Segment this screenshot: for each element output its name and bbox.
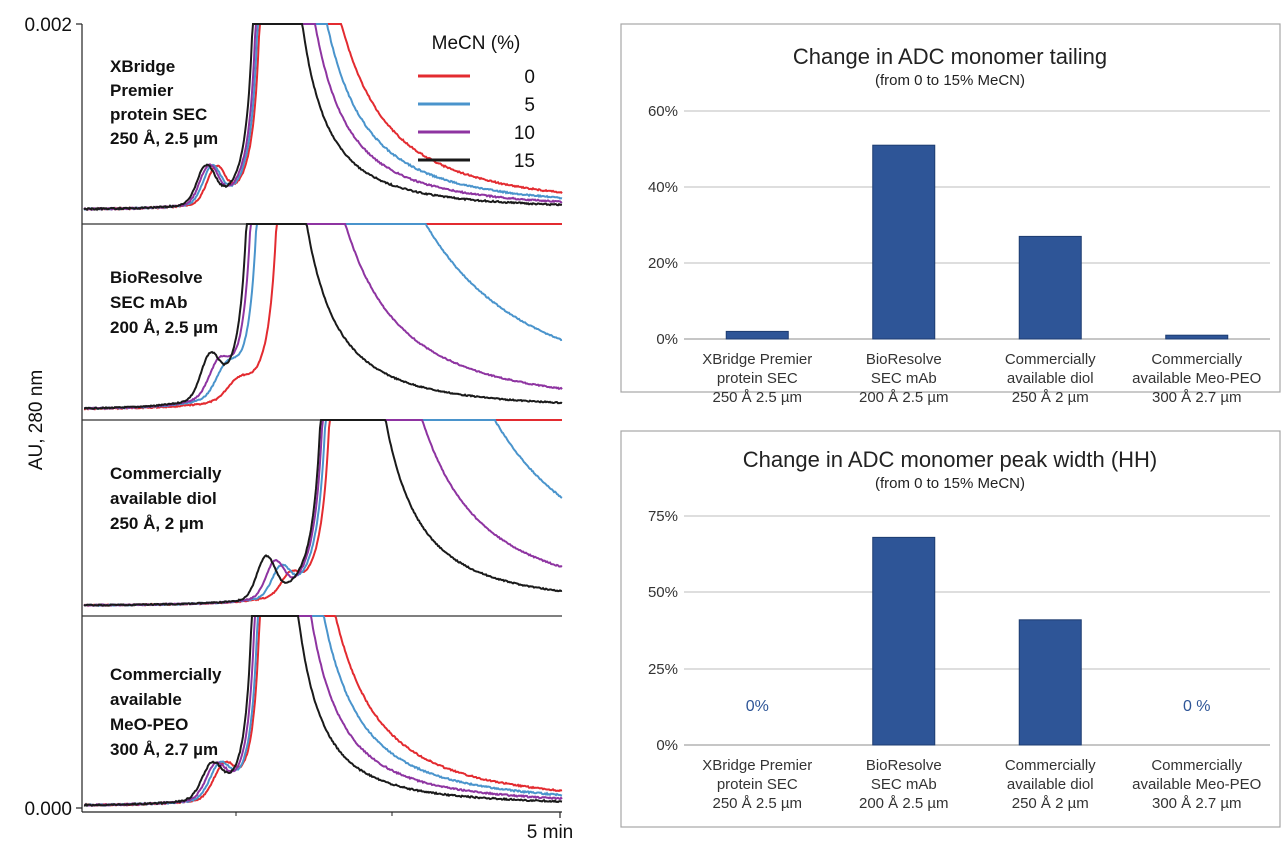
trace-mecn-5 [83,615,563,808]
bar [872,144,936,340]
chromatogram-figure: 0.002 0.000 5 min AU, 280 nm XBridge Pre… [24,15,573,843]
y-tick-label: 60% [648,103,678,120]
y-tick-label: 0% [656,331,678,348]
category-label: 250 Å 2.5 µm [712,795,802,812]
legend-label-10: 10 [514,123,535,144]
category-label: Commercially [1005,351,1096,368]
y-tick-label: 50% [648,584,678,601]
trace-mecn-10 [84,615,563,807]
category-label: SEC mAb [871,370,937,387]
panel-2-label-line: BioResolve [110,268,203,287]
trace-mecn-15 [84,223,563,410]
panel-4-label: Commercially available MeO-PEO 300 Å, 2.… [110,665,226,759]
panel-1-label: XBridge Premier protein SEC 250 Å, 2.5 µ… [110,57,218,148]
trace-mecn-15 [83,615,563,808]
legend-label-15: 15 [514,151,535,172]
y-tick-label: 40% [648,179,678,196]
panel-3-label-line: available diol [110,489,217,508]
x-end-label: 5 min [527,822,573,843]
panel-1-label-line: 250 Å, 2.5 µm [110,129,218,148]
panel-4-label-line: 300 Å, 2.7 µm [110,740,218,759]
category-label: available diol [1007,370,1094,387]
legend-label-5: 5 [524,95,535,116]
panel-4-label-line: MeO-PEO [110,715,188,734]
category-label: 300 Å 2.7 µm [1152,389,1242,406]
category-label: protein SEC [717,776,798,793]
category-label: XBridge Premier [702,351,812,368]
tailing-chart-plot: 0% 20% 40% 60% XBridge Premier protein SEC 250… [648,103,1270,406]
tailing-chart: Change in ADC monomer tailing (from 0 to… [620,23,1281,406]
panel-2-label: BioResolve SEC mAb 200 Å, 2.5 µm [110,268,218,337]
legend-title: MeCN (%) [432,33,521,54]
y-tick-label: 0% [656,737,678,754]
tailing-chart-title: Change in ADC monomer tailing [793,44,1107,69]
y-axis-label: AU, 280 nm [26,370,47,470]
bar [872,536,936,746]
trace-mecn-5 [84,223,563,410]
panel-3-label-line: 250 Å, 2 µm [110,514,204,533]
peak-width-chart-subtitle: (from 0 to 15% MeCN) [875,475,1025,492]
panel-1-label-line: XBridge [110,57,175,76]
y-bottom-tick-label: 0.000 [24,799,72,820]
trace-mecn-15 [83,23,563,212]
category-label: 300 Å 2.7 µm [1152,795,1242,812]
panel-2-label-line: SEC mAb [110,293,187,312]
y-tick-label: 75% [648,508,678,525]
tailing-chart-subtitle: (from 0 to 15% MeCN) [875,72,1025,89]
category-label: 200 Å 2.5 µm [859,795,949,812]
category-label: Commercially [1151,351,1242,368]
category-label: Commercially [1005,757,1096,774]
category-label: protein SEC [717,370,798,387]
category-label: available diol [1007,776,1094,793]
bar [725,330,789,340]
trace-mecn-15 [83,419,563,607]
y-tick-label: 20% [648,255,678,272]
y-tick-label: 25% [648,661,678,678]
peak-width-chart-title: Change in ADC monomer peak width (HH) [743,447,1158,472]
category-label: Commercially [1151,757,1242,774]
panel-2-label-line: 200 Å, 2.5 µm [110,318,218,337]
category-label: 250 Å 2.5 µm [712,389,802,406]
legend-label-0: 0 [524,67,535,88]
panel-1-label-line: Premier [110,81,174,100]
category-label: 250 Å 2 µm [1012,795,1089,812]
panel-3-label: Commercially available diol 250 Å, 2 µm [110,464,226,533]
trace-mecn-0 [84,223,562,411]
category-label: 250 Å 2 µm [1012,389,1089,406]
category-label: BioResolve [866,757,942,774]
panel-4-label-line: Commercially [110,665,222,684]
legend: MeCN (%) 0 5 10 15 [418,33,535,172]
bar [1165,334,1229,340]
category-label: BioResolve [866,351,942,368]
bar-value-label: 0 % [1183,698,1211,715]
category-label: SEC mAb [871,776,937,793]
chromatogram-traces [83,23,563,808]
category-label: XBridge Premier [702,757,812,774]
peak-width-chart: Change in ADC monomer peak width (HH) (f… [620,430,1281,828]
tailing-chart-frame [620,23,1281,393]
panel-4-label-line: available [110,690,182,709]
trace-mecn-0 [83,615,563,807]
category-label: 200 Å 2.5 µm [859,389,949,406]
trace-mecn-10 [84,223,563,411]
category-label: available Meo-PEO [1132,370,1261,387]
category-label: available Meo-PEO [1132,776,1261,793]
bar [1018,619,1082,746]
panel-1-label-line: protein SEC [110,105,207,124]
bar-value-label: 0% [746,698,769,715]
panel-3-label-line: Commercially [110,464,222,483]
peak-width-chart-frame [620,430,1281,828]
y-top-tick-label: 0.002 [24,15,72,36]
peak-width-chart-plot: 0% 25% 50% 75% 0% XBridge Premier protein SEC 2… [648,508,1270,812]
bar [1018,235,1082,340]
